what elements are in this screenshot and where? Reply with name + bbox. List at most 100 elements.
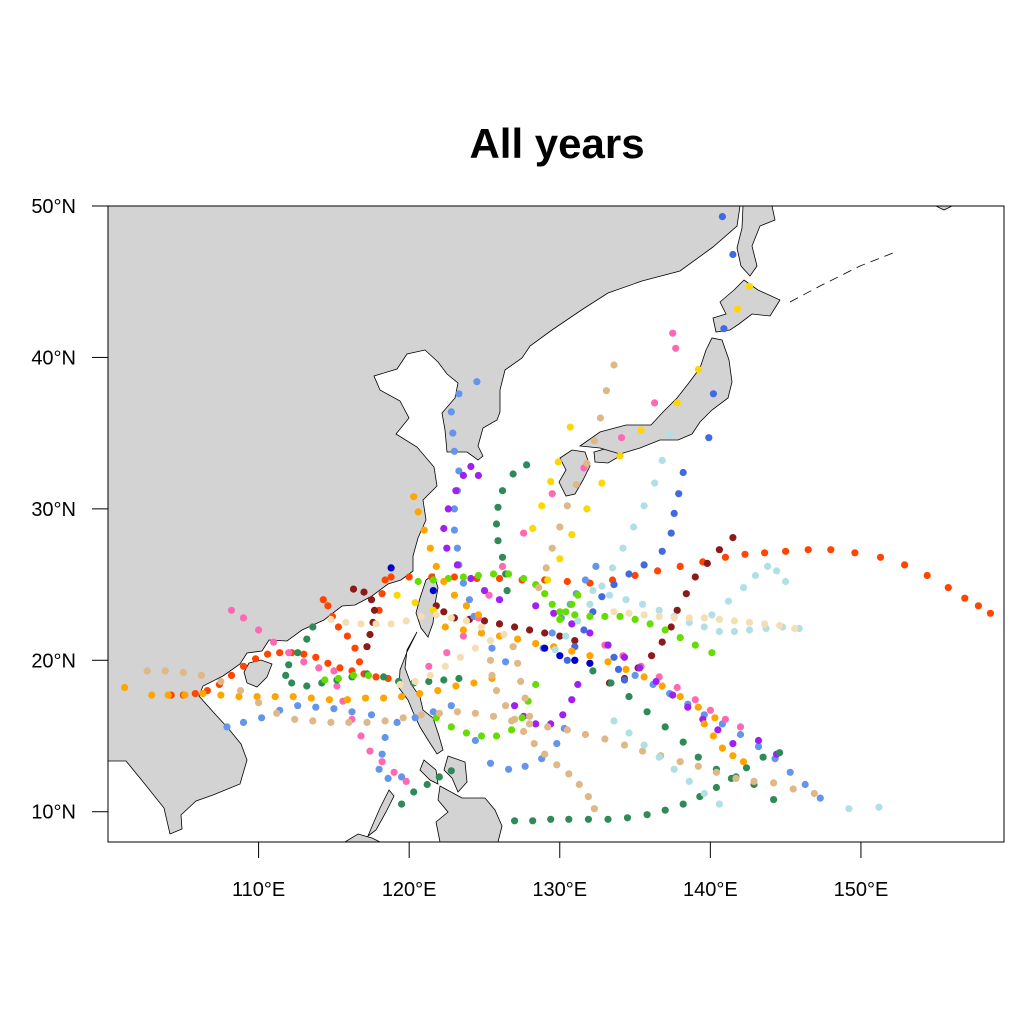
track-point xyxy=(470,679,478,687)
track-point xyxy=(325,696,333,704)
track-point xyxy=(255,699,263,707)
typhoon-track xyxy=(414,570,716,657)
track-point xyxy=(486,656,495,664)
track-point xyxy=(658,547,666,555)
track-point xyxy=(258,714,266,722)
track-point xyxy=(333,682,341,690)
track-point xyxy=(459,573,467,581)
track-point xyxy=(651,479,659,487)
track-point xyxy=(393,591,401,599)
track-point xyxy=(583,505,591,513)
track-point xyxy=(658,638,666,646)
track-point xyxy=(227,671,236,680)
track-point xyxy=(643,811,651,819)
track-point xyxy=(586,659,594,667)
honshu xyxy=(578,337,733,455)
lon-tick-label: 140°E xyxy=(683,879,738,901)
track-point xyxy=(517,677,525,686)
track-point xyxy=(303,635,311,643)
track-point xyxy=(679,738,687,746)
track-point xyxy=(343,696,351,704)
track-point xyxy=(227,606,236,614)
track-point xyxy=(604,641,612,649)
track-point xyxy=(462,617,470,625)
track-point xyxy=(759,753,767,761)
track-point xyxy=(548,490,556,498)
typhoon-track xyxy=(447,378,510,666)
track-point xyxy=(584,793,593,801)
track-point xyxy=(309,717,317,725)
track-point xyxy=(360,588,368,596)
track-point xyxy=(285,661,293,669)
track-point xyxy=(551,646,559,654)
track-point xyxy=(455,390,463,398)
track-point xyxy=(440,524,448,533)
track-point xyxy=(429,576,437,584)
track-point xyxy=(651,399,659,407)
track-point xyxy=(381,733,389,742)
track-point xyxy=(364,671,373,680)
track-point xyxy=(640,741,648,749)
track-point xyxy=(410,493,418,501)
track-point xyxy=(294,702,302,710)
track-point xyxy=(610,361,618,369)
track-point xyxy=(730,627,739,636)
track-point xyxy=(623,814,632,822)
track-point xyxy=(396,680,404,689)
track-point xyxy=(636,664,644,672)
track-point xyxy=(639,600,647,608)
track-point xyxy=(694,762,702,770)
track-point xyxy=(367,711,376,719)
track-point xyxy=(474,611,482,619)
asian-mainland xyxy=(108,206,741,835)
track-point xyxy=(715,627,724,636)
track-point xyxy=(492,732,501,740)
track-point xyxy=(590,437,599,445)
track-point xyxy=(547,478,555,486)
track-point xyxy=(455,467,463,475)
track-point xyxy=(548,544,556,552)
track-point xyxy=(387,573,395,581)
track-point xyxy=(610,717,618,725)
track-point xyxy=(121,683,129,692)
track-point xyxy=(620,741,629,749)
track-point xyxy=(509,470,517,478)
track-point xyxy=(459,471,467,480)
typhoon-tracks xyxy=(121,213,995,825)
track-point xyxy=(673,683,681,692)
track-point xyxy=(685,777,693,786)
track-point xyxy=(366,747,374,755)
track-point xyxy=(164,691,172,699)
track-point xyxy=(661,723,669,731)
track-point xyxy=(363,643,371,651)
track-point xyxy=(876,553,885,561)
track-point xyxy=(378,750,386,758)
track-point xyxy=(739,758,748,766)
track-point xyxy=(711,714,719,722)
track-point xyxy=(652,677,660,686)
track-point xyxy=(367,596,376,604)
track-point xyxy=(532,680,540,689)
track-point xyxy=(676,693,684,701)
track-point xyxy=(378,590,386,598)
track-point xyxy=(435,709,443,717)
track-point xyxy=(381,717,389,725)
track-point xyxy=(509,643,517,651)
track-point xyxy=(827,546,835,554)
track-point xyxy=(532,720,540,728)
track-point xyxy=(465,596,473,604)
track-point xyxy=(197,671,205,680)
track-point xyxy=(670,509,678,517)
track-point xyxy=(700,789,708,798)
track-point xyxy=(447,767,455,775)
track-point xyxy=(474,471,482,480)
track-point xyxy=(682,590,690,598)
track-point xyxy=(289,693,297,701)
track-point xyxy=(685,614,693,622)
track-point xyxy=(601,735,609,743)
track-point xyxy=(721,553,730,561)
lon-tick-label: 110°E xyxy=(232,879,285,901)
track-point xyxy=(503,587,511,595)
track-point xyxy=(474,571,482,580)
track-point xyxy=(782,577,790,586)
